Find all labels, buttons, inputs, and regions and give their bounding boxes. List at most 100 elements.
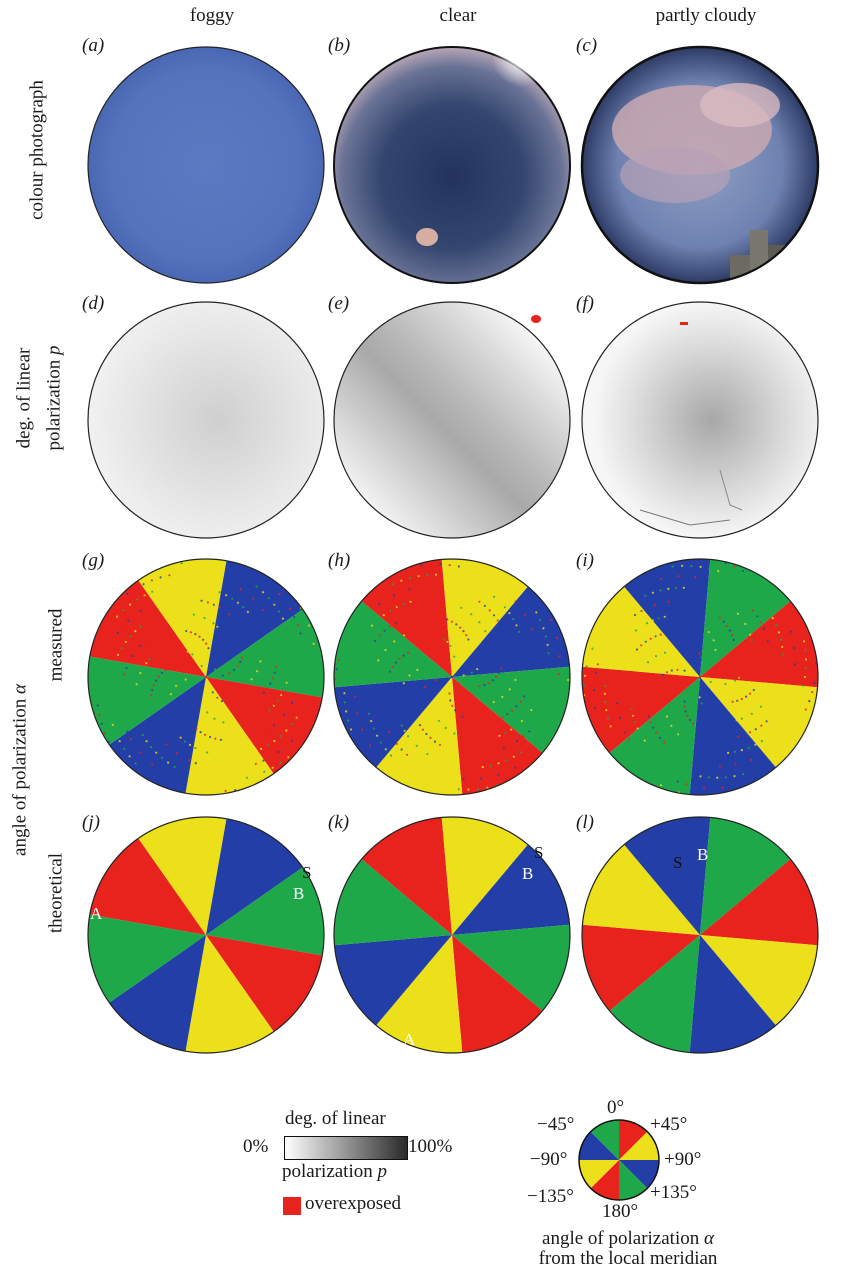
point-label-s-clear: S: [534, 843, 544, 862]
aop-sector-yellow: [376, 935, 463, 1053]
aop-measured-foggy: [87, 558, 325, 796]
aop-sector-yellow: [700, 677, 818, 768]
measurement-noise: [334, 563, 571, 791]
point-label-a-partly-cloudy: A: [796, 1040, 809, 1059]
panel-letter-c: (c): [576, 35, 598, 56]
panel-letter-a: (a): [82, 35, 105, 56]
aop-sector-red: [582, 666, 700, 753]
aop-sector-red: [452, 935, 543, 1053]
aop-sector-red: [361, 817, 452, 936]
dop-partly-cloudy: [581, 301, 819, 539]
aop-sector-green: [88, 914, 206, 1003]
aop-theoretical-partly-cloudy: [581, 816, 819, 1054]
legend-aop-wheel: [578, 1119, 660, 1201]
aop-sector-blue: [206, 560, 303, 677]
aop-measured-partly-cloudy: [581, 558, 819, 796]
aop-sector-blue: [689, 935, 776, 1053]
aop-sector-yellow: [582, 586, 700, 677]
aop-sector-green: [609, 935, 700, 1053]
aop-sector-green: [452, 666, 570, 753]
point-label-b-foggy: B: [293, 884, 305, 903]
legend-aop-tick-m135: −135°: [527, 1186, 574, 1207]
aop-outline: [581, 558, 819, 796]
aop-sector-blue: [452, 586, 570, 678]
column-header-partly-cloudy: partly cloudy: [655, 5, 757, 26]
legend-dop-title: deg. of linear: [285, 1108, 386, 1129]
legend-overexposed-label: overexposed: [305, 1193, 402, 1214]
aop-sector-blue: [624, 559, 711, 677]
aop-sector-green: [452, 924, 570, 1011]
point-label-a-foggy: A: [90, 904, 103, 923]
legend-dop-max: 100%: [408, 1136, 453, 1157]
aop-sector-red: [452, 677, 543, 795]
row-label-aop: angle of polarization α: [9, 684, 31, 856]
aop-outline: [333, 558, 571, 796]
aop-sector-yellow: [700, 935, 818, 1026]
row-label-photo: colour photograph: [26, 80, 48, 220]
panel-letter-e: (e): [328, 293, 350, 314]
panel-letter-j: (j): [82, 812, 100, 833]
aop-sector-red: [700, 859, 818, 946]
point-label-b-clear: B: [522, 864, 534, 883]
measurement-noise: [582, 561, 818, 794]
aop-sector-red: [89, 580, 206, 677]
panel-letter-l: (l): [576, 812, 594, 833]
row-label-measured: measured: [45, 608, 67, 682]
overexposed-spot: [531, 315, 541, 323]
aop-sector-blue: [624, 817, 711, 935]
row-label-dop-1: deg. of linear: [13, 347, 35, 449]
legend-dop-gradient-bar: [284, 1136, 408, 1160]
aop-sector-red: [89, 838, 206, 935]
photo-foggy: [87, 46, 325, 284]
panel-letter-k: (k): [328, 812, 350, 833]
panel-letter-f: (f): [576, 293, 594, 314]
aop-sector-blue: [452, 844, 570, 936]
aop-sector-green: [88, 656, 206, 745]
aop-sector-blue: [206, 818, 303, 935]
measurement-noise: [96, 561, 316, 792]
legend-aop-tick-m90: −90°: [530, 1149, 568, 1170]
column-header-foggy: foggy: [189, 5, 235, 26]
legend-dop-min: 0%: [243, 1136, 269, 1157]
legend-overexposed-swatch: [283, 1197, 301, 1215]
legend-aop-tick-m45: −45°: [537, 1114, 575, 1135]
aop-sector-yellow: [582, 844, 700, 935]
aop-sector-red: [206, 935, 323, 1032]
aop-sector-red: [582, 924, 700, 1011]
aop-theoretical-clear: [333, 816, 571, 1054]
aop-sector-yellow: [185, 935, 274, 1053]
aop-sector-green: [334, 601, 452, 688]
aop-sector-yellow: [376, 677, 463, 795]
point-label-s-foggy: S: [302, 863, 312, 882]
aop-sector-red: [206, 677, 323, 774]
photo-clear: [333, 27, 571, 284]
aop-sector-blue: [109, 677, 206, 794]
point-label-s-partly-cloudy: S: [673, 853, 683, 872]
aop-sector-green: [700, 559, 791, 677]
dop-clear: [333, 301, 571, 539]
legend-aop-caption-2: from the local meridian: [538, 1248, 718, 1269]
aop-measured-clear: [333, 558, 571, 796]
aop-sector-yellow: [441, 559, 528, 678]
aop-outline: [581, 816, 819, 1054]
row-label-theoretical: theoretical: [45, 852, 67, 934]
legend-aop-tick-p135: +135°: [650, 1182, 697, 1203]
aop-sector-blue: [334, 677, 452, 768]
legend-aop-tick-p45: +45°: [650, 1114, 688, 1135]
aop-sector-yellow: [138, 817, 227, 935]
panel-letter-h: (h): [328, 550, 351, 571]
aop-sector-green: [700, 817, 791, 935]
legend-aop-tick-180: 180°: [602, 1201, 639, 1222]
legend-aop-caption-1: angle of polarization α: [542, 1228, 714, 1249]
aop-outline: [87, 816, 325, 1054]
aop-sector-blue: [334, 935, 452, 1026]
aop-sector-green: [206, 867, 324, 956]
aop-sector-green: [334, 859, 452, 946]
aop-sector-blue: [689, 677, 776, 795]
aop-sector-red: [361, 559, 452, 678]
panel-letter-d: (d): [82, 293, 105, 314]
aop-theoretical-foggy: [87, 816, 325, 1054]
aop-sector-green: [206, 609, 324, 698]
row-label-dop-2: polarization p: [43, 345, 65, 451]
aop-outline: [87, 558, 325, 796]
